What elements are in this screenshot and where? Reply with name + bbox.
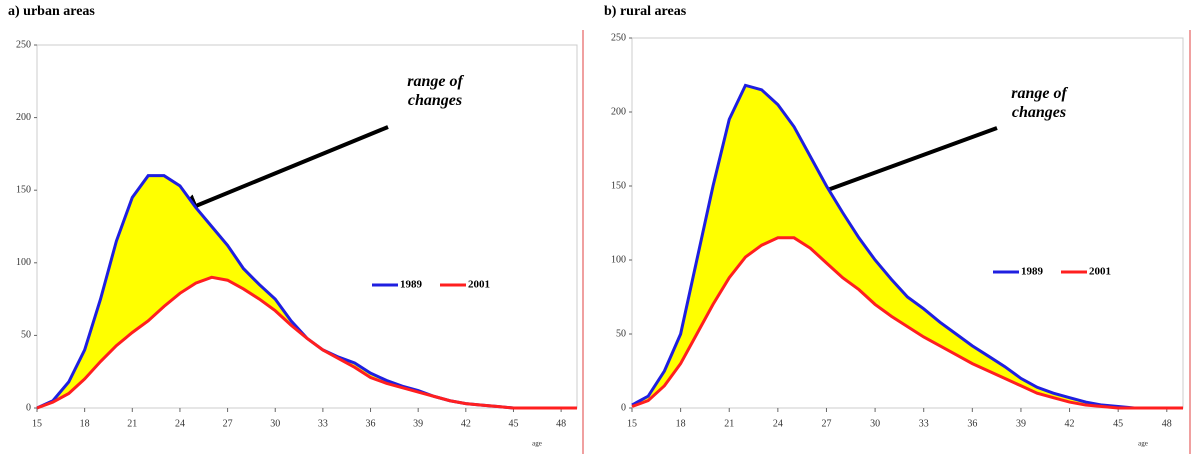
- y-tick-label: 250: [611, 32, 626, 43]
- range-fill: [632, 85, 1183, 409]
- x-tick-label: 36: [967, 418, 977, 429]
- x-tick-label: 27: [821, 418, 831, 429]
- chart-title: a) urban areas: [8, 4, 95, 19]
- x-tick-label: 39: [413, 418, 423, 429]
- y-tick-label: 250: [16, 39, 31, 50]
- x-tick-label: 30: [270, 418, 280, 429]
- x-axis-label: age: [1138, 440, 1148, 448]
- legend-label: 1989: [400, 279, 423, 291]
- x-tick-label: 15: [32, 418, 42, 429]
- x-tick-label: 18: [676, 418, 686, 429]
- y-tick-label: 0: [26, 402, 31, 413]
- series-line: [36, 275, 577, 410]
- annotation: range of changes: [1011, 85, 1067, 121]
- legend-label: 2001: [1089, 266, 1111, 278]
- x-tick-label: 24: [175, 418, 185, 429]
- x-tick-label: 30: [870, 418, 880, 429]
- y-tick-label: 100: [611, 254, 626, 265]
- x-tick-label: 18: [80, 418, 90, 429]
- y-tick-label: 150: [16, 184, 31, 195]
- y-tick-label: 0: [621, 402, 626, 413]
- range-fill: [37, 175, 577, 408]
- annotation: range of changes: [407, 73, 463, 109]
- x-tick-label: 15: [627, 418, 637, 429]
- x-axis-label: age: [532, 440, 542, 448]
- x-tick-label: 33: [919, 418, 929, 429]
- x-tick-label: 48: [556, 418, 566, 429]
- x-tick-label: 33: [318, 418, 328, 429]
- chart-title: b) rural areas: [604, 4, 687, 19]
- plot-frame: [631, 37, 1184, 409]
- x-tick-label: 21: [724, 418, 734, 429]
- x-tick-label: 39: [1016, 418, 1026, 429]
- x-tick-label: 24: [773, 418, 783, 429]
- y-tick-label: 100: [16, 257, 31, 268]
- y-tick-label: 200: [16, 112, 31, 123]
- series-line: [631, 83, 1183, 410]
- x-tick-label: 48: [1162, 418, 1172, 429]
- x-tick-label: 42: [1065, 418, 1075, 429]
- x-tick-label: 21: [127, 418, 137, 429]
- legend-label: 2001: [468, 279, 490, 291]
- x-tick-label: 42: [461, 418, 471, 429]
- y-tick-label: 200: [611, 106, 626, 117]
- x-tick-label: 27: [223, 418, 233, 429]
- x-tick-label: 45: [1113, 418, 1123, 429]
- series-line: [631, 236, 1183, 410]
- y-tick-label: 50: [21, 330, 31, 341]
- legend-label: 1989: [1021, 266, 1044, 278]
- annotation-arrow: [174, 125, 389, 217]
- plot-frame: [36, 44, 578, 409]
- y-tick-label: 150: [611, 180, 626, 191]
- y-tick-label: 50: [616, 328, 626, 339]
- x-tick-label: 45: [508, 418, 518, 429]
- x-tick-label: 36: [366, 418, 376, 429]
